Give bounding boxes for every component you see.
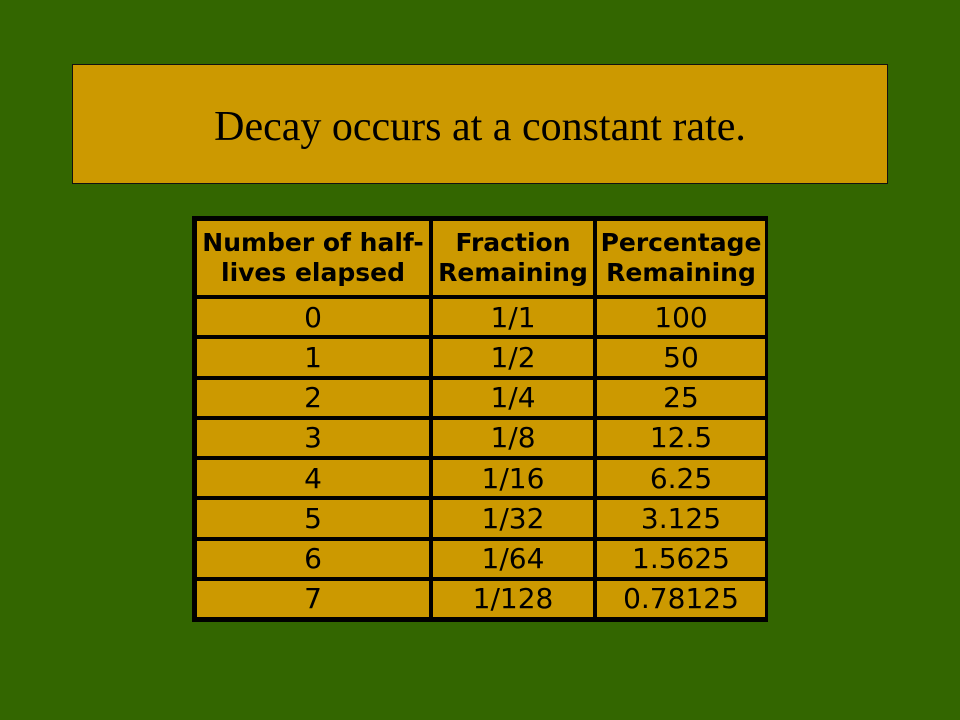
cell-percentage: 50	[596, 338, 766, 377]
cell-fraction: 1/128	[432, 579, 594, 618]
cell-half-lives: 3	[196, 418, 430, 457]
table-row: 7 1/128 0.78125	[196, 579, 766, 618]
header-fraction: Fraction Remaining	[432, 220, 594, 296]
cell-percentage: 100	[596, 298, 766, 337]
table-row: 6 1/64 1.5625	[196, 539, 766, 578]
cell-percentage: 0.78125	[596, 579, 766, 618]
cell-fraction: 1/32	[432, 499, 594, 538]
table-row: 5 1/32 3.125	[196, 499, 766, 538]
cell-fraction: 1/16	[432, 459, 594, 498]
cell-fraction: 1/4	[432, 378, 594, 417]
cell-percentage: 3.125	[596, 499, 766, 538]
cell-fraction: 1/8	[432, 418, 594, 457]
cell-percentage: 1.5625	[596, 539, 766, 578]
table-row: 1 1/2 50	[196, 338, 766, 377]
table-row: 0 1/1 100	[196, 298, 766, 337]
cell-fraction: 1/1	[432, 298, 594, 337]
cell-half-lives: 1	[196, 338, 430, 377]
slide-title: Decay occurs at a constant rate.	[214, 104, 746, 150]
table-row: 3 1/8 12.5	[196, 418, 766, 457]
cell-half-lives: 0	[196, 298, 430, 337]
cell-half-lives: 7	[196, 579, 430, 618]
cell-fraction: 1/64	[432, 539, 594, 578]
title-box: Decay occurs at a constant rate.	[72, 64, 888, 184]
decay-table-frame: Number of half-lives elapsed Fraction Re…	[192, 216, 768, 622]
cell-half-lives: 2	[196, 378, 430, 417]
table-row: 4 1/16 6.25	[196, 459, 766, 498]
cell-half-lives: 5	[196, 499, 430, 538]
table-header-row: Number of half-lives elapsed Fraction Re…	[196, 220, 766, 296]
cell-fraction: 1/2	[432, 338, 594, 377]
header-percentage: Percentage Remaining	[596, 220, 766, 296]
cell-percentage: 6.25	[596, 459, 766, 498]
table-row: 2 1/4 25	[196, 378, 766, 417]
header-half-lives: Number of half-lives elapsed	[196, 220, 430, 296]
cell-percentage: 25	[596, 378, 766, 417]
cell-half-lives: 4	[196, 459, 430, 498]
decay-table: Number of half-lives elapsed Fraction Re…	[194, 218, 768, 620]
cell-percentage: 12.5	[596, 418, 766, 457]
cell-half-lives: 6	[196, 539, 430, 578]
